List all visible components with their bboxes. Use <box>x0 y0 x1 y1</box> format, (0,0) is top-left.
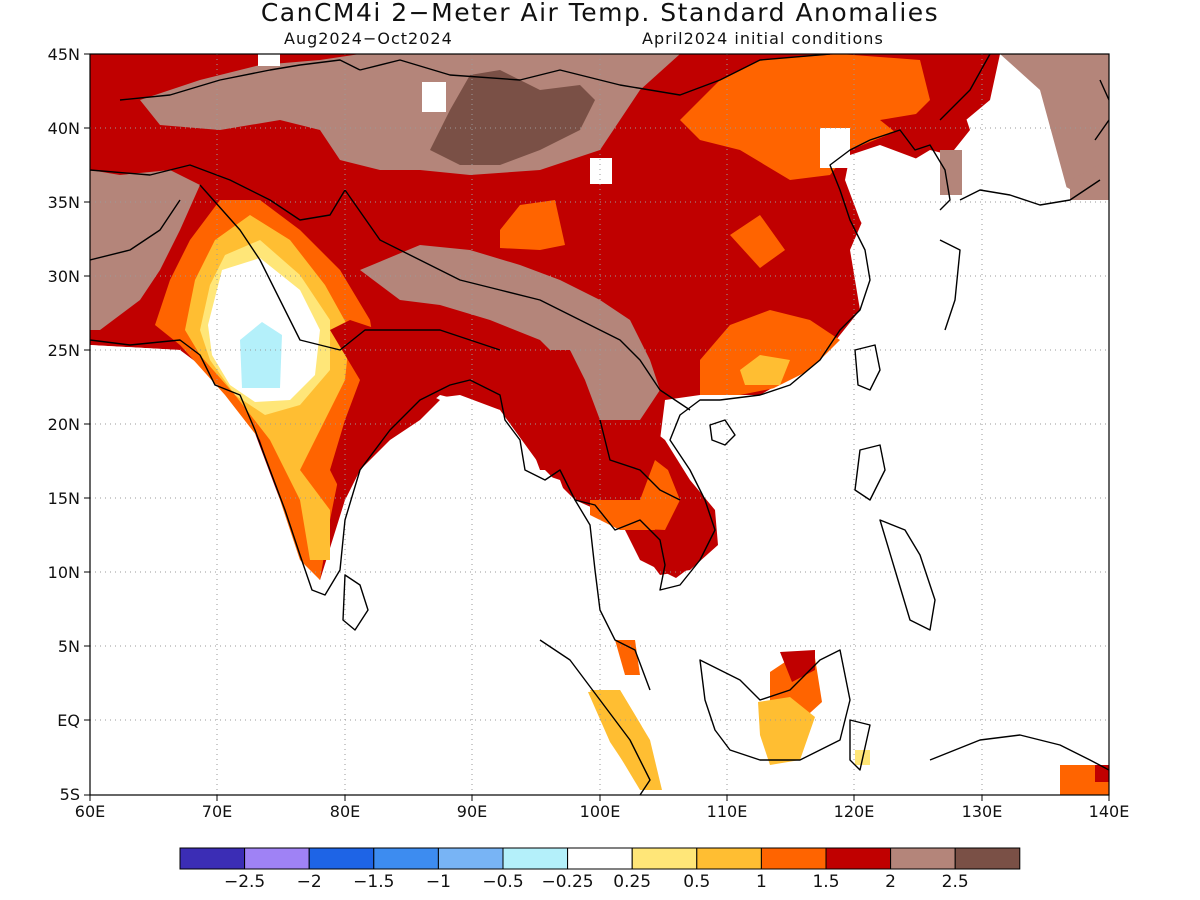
lat-label: 45N <box>47 45 80 64</box>
colorbar-tick-label: −2 <box>296 872 322 892</box>
region-red-india-east <box>330 320 440 500</box>
coastlines <box>90 54 1109 795</box>
colorbar-tick-label: 2.5 <box>941 872 969 892</box>
colorbar-swatch <box>631 847 698 870</box>
region-brown-japan <box>1070 160 1109 200</box>
lat-label: 20N <box>47 415 80 434</box>
colorbar-swatch <box>373 847 439 870</box>
colorbar-tick-label: −1.5 <box>353 872 395 892</box>
region-lightblue-india <box>240 322 282 388</box>
colorbar-swatch <box>437 847 504 870</box>
region-red-myanmar <box>495 350 600 470</box>
colorbar-swatch <box>502 847 569 870</box>
ocean-bay-bengal <box>320 395 600 795</box>
lat-label: 5S <box>59 785 80 804</box>
colorbar-swatch <box>954 847 1021 870</box>
region-orange-indochina2 <box>590 460 680 530</box>
colorbar-tick-label: 2 <box>885 872 896 892</box>
colorbar-tick-label: −0.25 <box>541 872 594 892</box>
lon-label: 80E <box>329 802 361 821</box>
lon-label: 60E <box>74 802 106 821</box>
lat-label: EQ <box>57 711 80 730</box>
region-brown-korea <box>940 150 962 195</box>
colorbar-swatch <box>244 847 310 870</box>
region-brown-tibet <box>360 245 660 420</box>
region-orange-schina <box>700 310 840 395</box>
lat-label: 5N <box>57 637 80 656</box>
anomaly-fill <box>90 54 1109 795</box>
lat-label: 10N <box>47 563 80 582</box>
region-yellow-schina <box>740 355 790 385</box>
ocean-scs <box>640 130 1109 795</box>
region-orange-center <box>500 200 565 250</box>
lat-label: 30N <box>47 267 80 286</box>
colorbar-tick-label: −2.5 <box>223 872 266 892</box>
colorbar-tick-label: −1 <box>425 872 451 892</box>
lon-label: 120E <box>833 802 875 821</box>
lon-label: 90E <box>456 802 488 821</box>
lon-label: 70E <box>201 802 233 821</box>
region-orange-mid <box>730 215 785 268</box>
grid-lines <box>90 54 1109 795</box>
region-darkbrown <box>430 70 595 165</box>
region-brown-ne <box>1000 54 1109 200</box>
colorbar-swatch <box>760 847 827 870</box>
region-red-pacific <box>1095 765 1109 782</box>
tick-marks <box>84 53 1110 801</box>
colorbar-tick-label: 0.5 <box>683 872 711 892</box>
map-title: CanCM4i 2−Meter Air Temp. Standard Anoma… <box>260 0 940 27</box>
lat-label: 40N <box>47 119 80 138</box>
colorbar-tick-label: −0.5 <box>482 872 524 892</box>
colorbar-swatch <box>696 847 762 870</box>
lon-label: 140E <box>1088 802 1130 821</box>
colorbar-swatch <box>179 847 246 870</box>
colorbar-tick-label: 1 <box>755 872 767 892</box>
colorbar-tick-label: 1.5 <box>812 872 840 892</box>
lon-label: 110E <box>706 802 748 821</box>
initial-conditions: April2024 initial conditions <box>642 29 884 48</box>
colorbar-tick-label: 0.25 <box>613 872 652 892</box>
region-orange-nchina <box>680 54 930 180</box>
lat-label: 25N <box>47 341 80 360</box>
region-yellow-sumatra2 <box>588 690 662 790</box>
colorbar-swatch <box>308 847 375 870</box>
colorbar-swatch <box>890 847 956 870</box>
lat-label: 35N <box>47 193 80 212</box>
ocean-arabian-sea <box>90 345 320 795</box>
forecast-period: Aug2024−Oct2024 <box>284 29 453 48</box>
colorbar-swatch <box>567 847 633 870</box>
region-yellow-borneo2 <box>758 697 815 765</box>
colorbar-swatch <box>825 847 892 870</box>
lon-label: 130E <box>961 802 1003 821</box>
lon-label: 100E <box>579 802 621 821</box>
lat-label: 15N <box>47 489 80 508</box>
ocean-yellow-sea <box>845 145 940 260</box>
colorbar <box>179 847 1021 870</box>
